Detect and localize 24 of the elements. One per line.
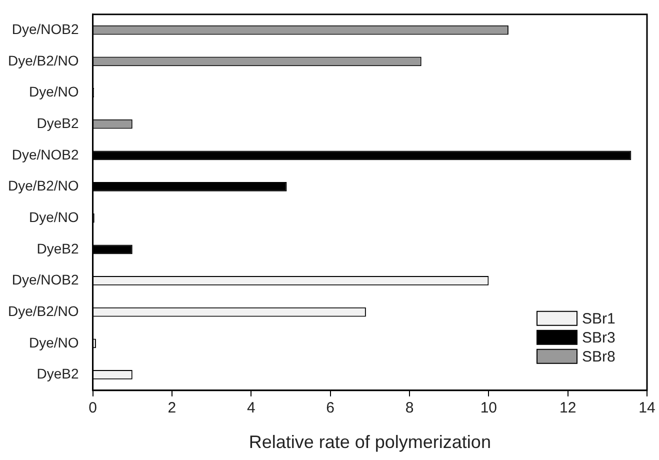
y-tick-label: Dye/NO — [29, 208, 79, 225]
y-tick-label: Dye/NOB2 — [12, 20, 79, 37]
y-tick-label: Dye/NOB2 — [12, 272, 79, 288]
y-tick-label: DyeB2 — [36, 114, 80, 131]
y-tick-label: Dye/B2/NO — [8, 178, 79, 194]
legend-label: SBr1 — [582, 310, 616, 328]
legend-label: SBr8 — [582, 348, 616, 366]
x-tick-label: 4 — [246, 400, 256, 417]
x-tick-label: 2 — [168, 400, 176, 417]
x-axis-title: Relative rate of polymerization — [248, 432, 491, 452]
x-tick-label: 0 — [88, 400, 97, 417]
y-tick-label: Dye/NO — [29, 334, 79, 350]
y-tick-label: DyeB2 — [36, 240, 80, 256]
x-tick-label: 6 — [326, 400, 334, 417]
y-tick-label: Dye/NO — [29, 84, 79, 100]
x-tick-label: 10 — [480, 400, 497, 417]
y-tick-label: Dye/NOB2 — [12, 146, 79, 162]
y-tick-label: DyeB2 — [36, 366, 80, 382]
y-tick-label: Dye/B2/NO — [8, 302, 79, 319]
x-tick-label: 12 — [559, 400, 576, 417]
legend-label: SBr3 — [582, 330, 616, 347]
y-tick-label: Dye/B2/NO — [8, 52, 79, 68]
x-tick-label: 14 — [638, 400, 656, 417]
x-tick-label: 8 — [405, 400, 414, 417]
